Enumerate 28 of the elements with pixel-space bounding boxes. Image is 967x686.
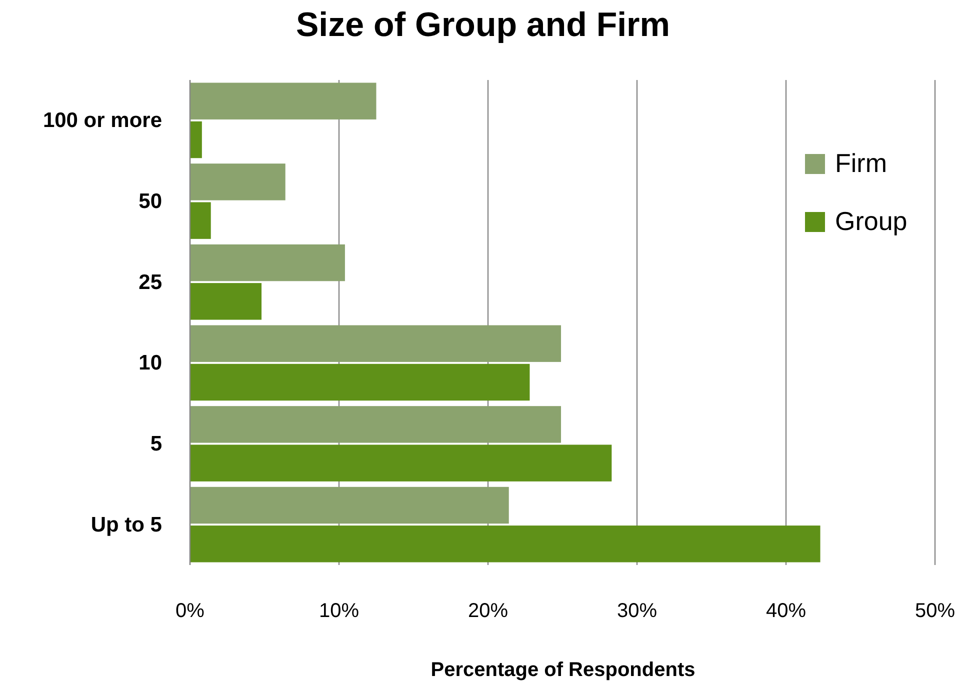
x-axis-title: Percentage of Respondents bbox=[430, 659, 696, 681]
chart-title: Size of Group and Firm bbox=[296, 6, 670, 44]
bar bbox=[190, 164, 286, 200]
x-tick-label: 30% bbox=[616, 600, 658, 622]
bar bbox=[190, 364, 530, 401]
bar bbox=[190, 283, 262, 320]
legend-label: Group bbox=[835, 206, 908, 236]
bar bbox=[190, 121, 202, 158]
y-tick-label: 50 bbox=[138, 190, 162, 213]
y-tick-label: 5 bbox=[150, 432, 162, 456]
bar bbox=[190, 444, 612, 482]
legend-label: Firm bbox=[835, 148, 887, 178]
y-tick-label: 25 bbox=[138, 270, 162, 294]
bar bbox=[190, 526, 820, 562]
x-tick-label: 40% bbox=[766, 600, 806, 622]
bar bbox=[190, 202, 211, 239]
bar bbox=[190, 82, 376, 120]
x-tick-label: 20% bbox=[468, 600, 508, 622]
y-tick-label: 100 or more bbox=[42, 109, 162, 132]
bar bbox=[190, 486, 509, 524]
x-tick-label: 10% bbox=[318, 600, 360, 622]
bar bbox=[190, 325, 562, 362]
bar bbox=[190, 244, 345, 282]
x-tick-label: 50% bbox=[914, 600, 956, 622]
y-tick-label: 10 bbox=[138, 352, 162, 375]
x-tick-label: 0% bbox=[176, 600, 205, 622]
bar bbox=[190, 406, 562, 443]
y-tick-label: Up to 5 bbox=[90, 513, 162, 536]
